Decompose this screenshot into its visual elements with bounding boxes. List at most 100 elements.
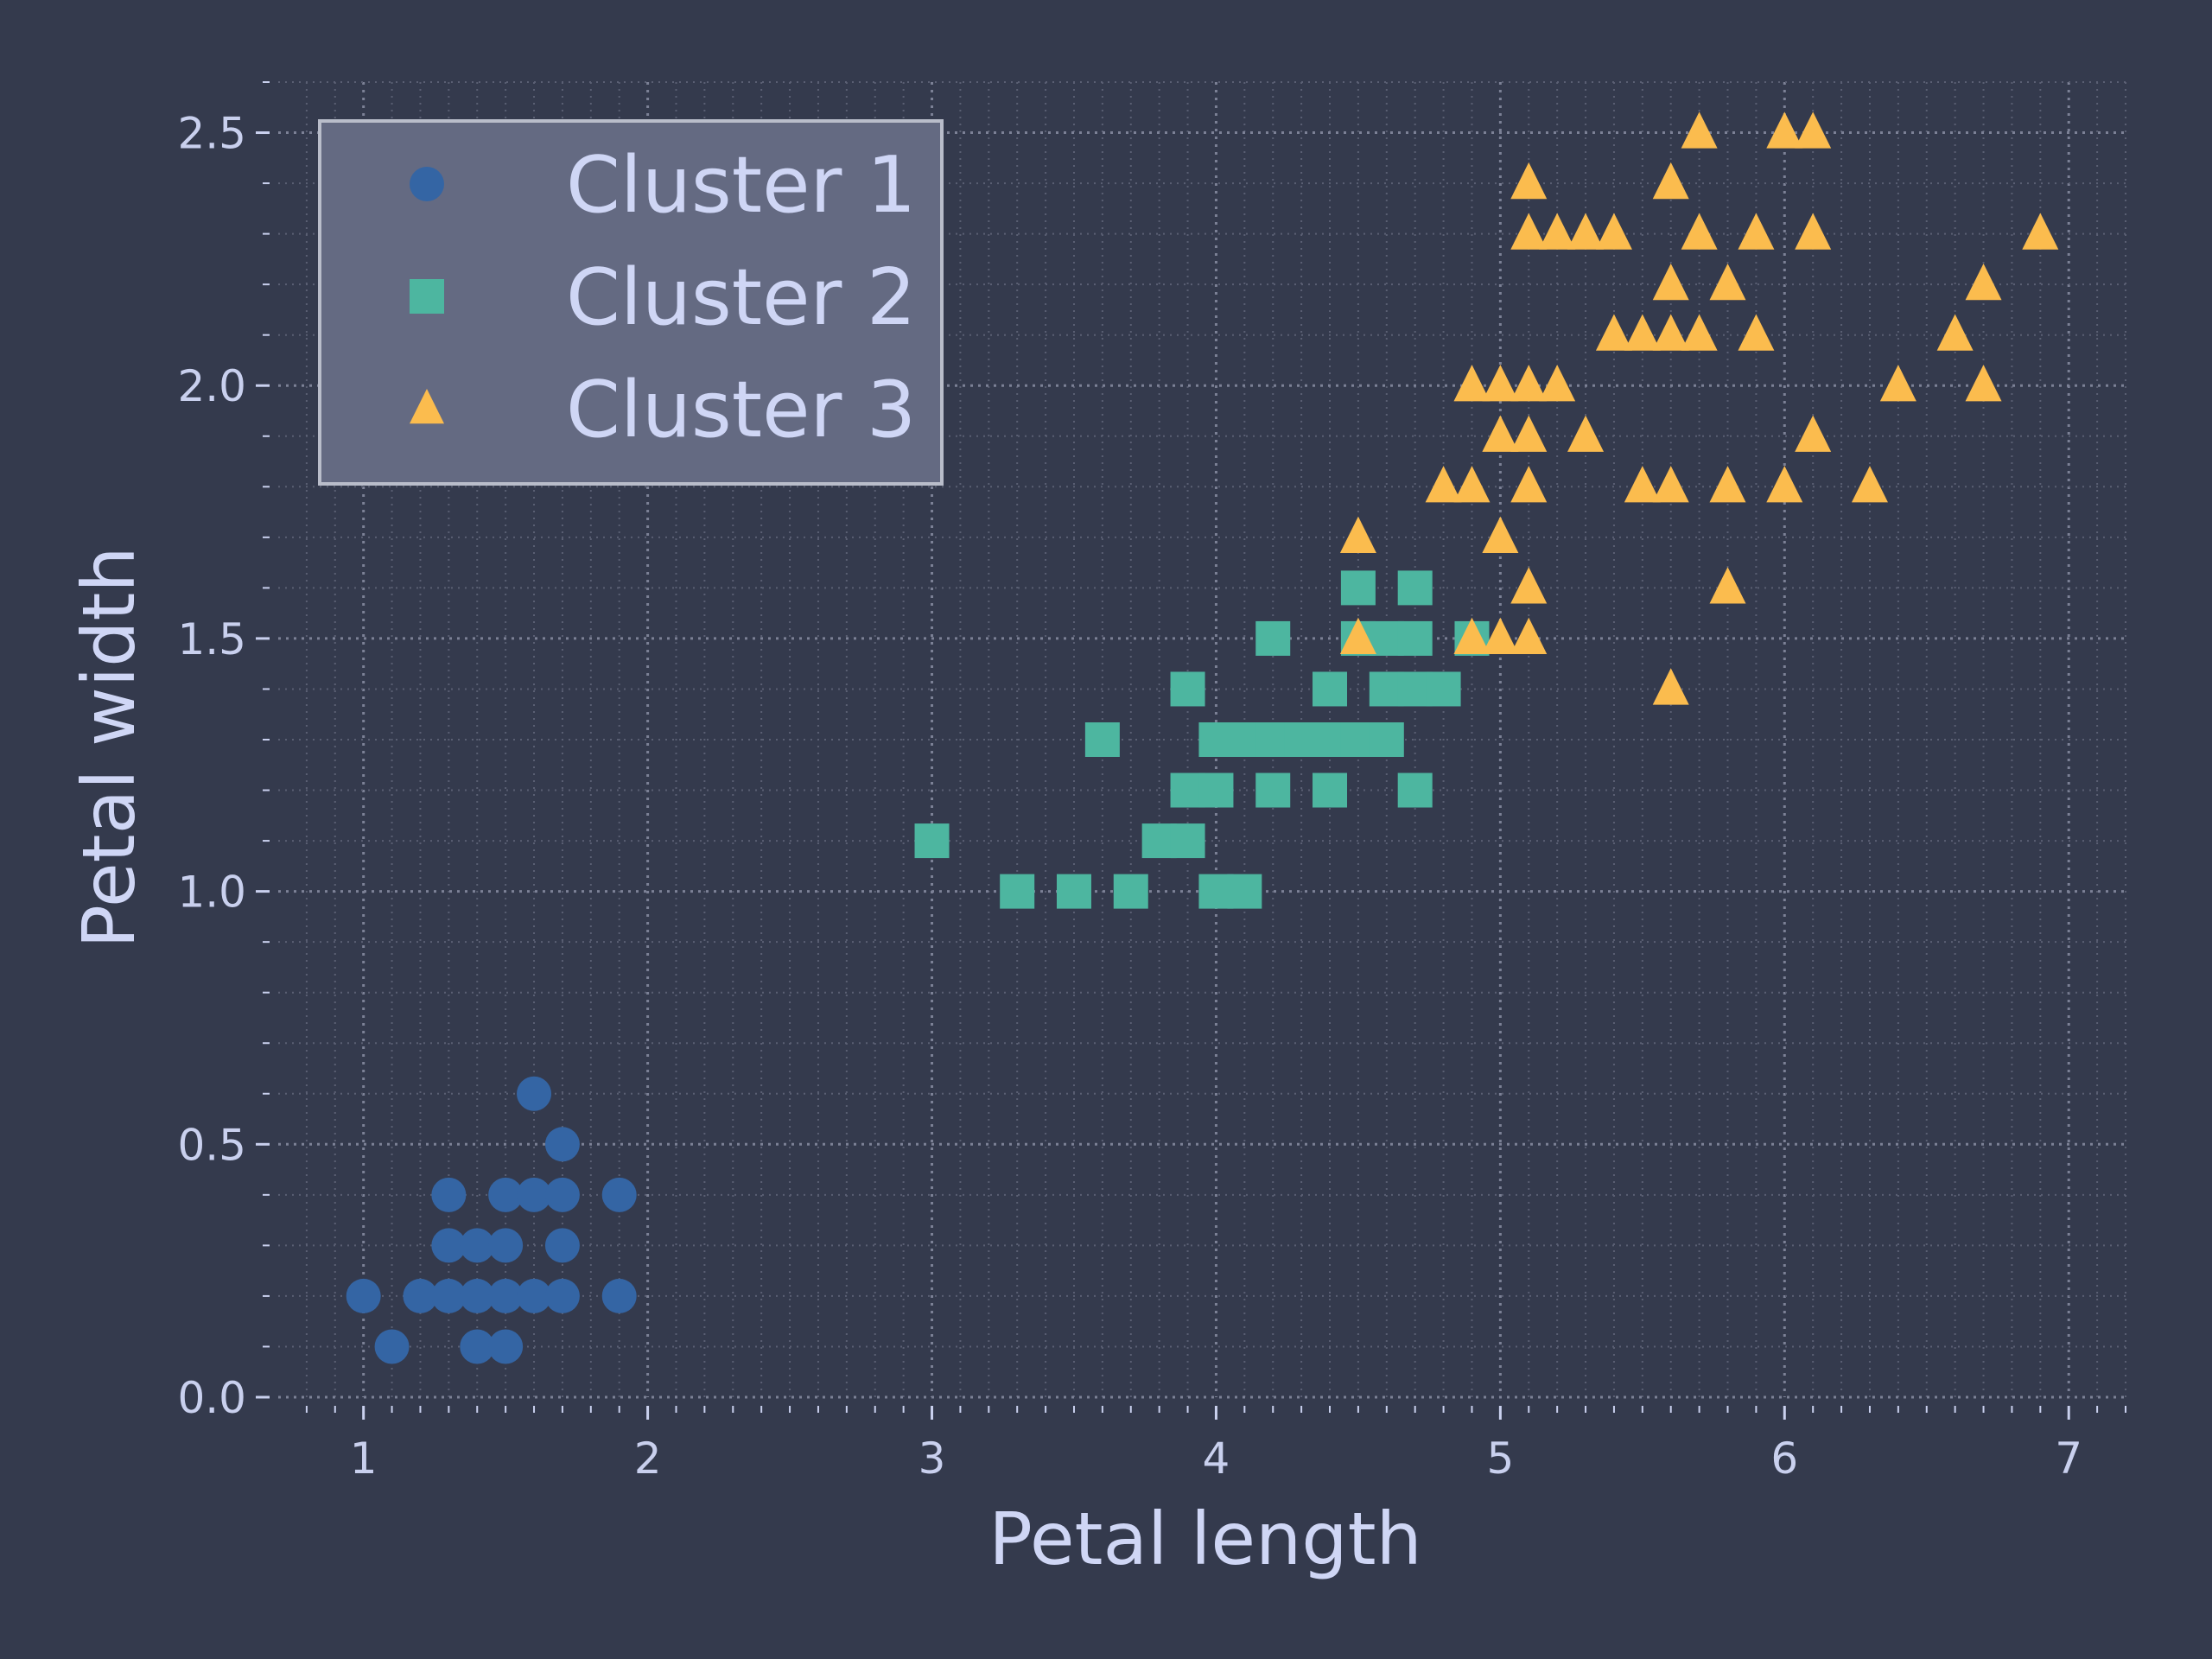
point-cluster-2 bbox=[1000, 874, 1035, 909]
point-cluster-1 bbox=[517, 1177, 552, 1212]
point-cluster-2 bbox=[914, 823, 950, 859]
y-tick-label: 1.5 bbox=[177, 614, 246, 664]
point-cluster-3 bbox=[1510, 415, 1548, 452]
point-cluster-1 bbox=[544, 1278, 580, 1313]
point-cluster-3 bbox=[2022, 213, 2059, 250]
point-cluster-3 bbox=[1681, 314, 1718, 351]
y-tick-label: 2.5 bbox=[177, 109, 246, 159]
point-cluster-1 bbox=[488, 1278, 524, 1313]
point-cluster-3 bbox=[1425, 466, 1462, 503]
point-cluster-3 bbox=[1339, 617, 1376, 655]
point-cluster-1 bbox=[431, 1228, 467, 1263]
point-cluster-3 bbox=[1795, 415, 1832, 452]
point-cluster-3 bbox=[1652, 264, 1689, 301]
point-cluster-3 bbox=[1652, 314, 1689, 351]
point-cluster-3 bbox=[1709, 567, 1746, 604]
point-cluster-1 bbox=[460, 1329, 495, 1364]
point-cluster-3 bbox=[1482, 617, 1519, 655]
point-cluster-3 bbox=[1510, 365, 1548, 402]
point-cluster-1 bbox=[544, 1177, 580, 1212]
point-cluster-3 bbox=[1482, 365, 1519, 402]
point-cluster-3 bbox=[1510, 213, 1548, 250]
point-cluster-3 bbox=[1766, 111, 1803, 149]
legend-label-cluster-1: Cluster 1 bbox=[566, 140, 916, 231]
legend: Cluster 1 Cluster 2 Cluster 3 bbox=[318, 119, 944, 486]
point-cluster-2 bbox=[1369, 722, 1404, 757]
point-cluster-3 bbox=[1510, 617, 1548, 655]
point-cluster-3 bbox=[1652, 466, 1689, 503]
point-cluster-3 bbox=[1339, 516, 1376, 553]
point-cluster-2 bbox=[1313, 671, 1348, 707]
axes: 1 2 3 4 5 6 7 0.0 0.5 1.0 1.5 2.0 2.5 bbox=[177, 81, 2126, 1484]
point-cluster-3 bbox=[1766, 466, 1803, 503]
y-tick-label: 1.0 bbox=[177, 868, 246, 918]
y-tick-label: 0.0 bbox=[177, 1373, 246, 1423]
point-cluster-3 bbox=[1539, 365, 1576, 402]
legend-marker-cluster-1 bbox=[410, 167, 444, 201]
point-cluster-1 bbox=[460, 1278, 495, 1313]
point-cluster-3 bbox=[1965, 365, 2002, 402]
point-cluster-1 bbox=[431, 1177, 467, 1212]
point-cluster-3 bbox=[1510, 162, 1548, 200]
point-cluster-2 bbox=[1397, 620, 1433, 656]
point-cluster-3 bbox=[1738, 314, 1775, 351]
y-axis-title: Petal width bbox=[67, 546, 151, 948]
point-cluster-1 bbox=[517, 1076, 552, 1111]
point-cluster-1 bbox=[544, 1228, 580, 1263]
x-tick-label: 3 bbox=[918, 1433, 946, 1484]
point-cluster-1 bbox=[346, 1278, 381, 1313]
point-cluster-3 bbox=[1681, 111, 1718, 149]
point-cluster-2 bbox=[1397, 772, 1433, 808]
point-cluster-3 bbox=[1965, 264, 2002, 301]
point-cluster-2 bbox=[1198, 772, 1234, 808]
point-cluster-2 bbox=[1227, 874, 1262, 909]
x-tick-label: 7 bbox=[2055, 1433, 2082, 1484]
point-cluster-1 bbox=[431, 1278, 467, 1313]
legend-marker-cluster-3 bbox=[410, 389, 444, 424]
point-cluster-2 bbox=[1255, 620, 1291, 656]
point-cluster-1 bbox=[544, 1127, 580, 1162]
legend-label-cluster-3: Cluster 3 bbox=[566, 365, 916, 455]
point-cluster-1 bbox=[601, 1177, 637, 1212]
point-cluster-2 bbox=[1255, 772, 1291, 808]
point-cluster-1 bbox=[403, 1278, 438, 1313]
point-cluster-3 bbox=[1624, 314, 1661, 351]
point-cluster-1 bbox=[460, 1228, 495, 1263]
point-cluster-2 bbox=[1170, 823, 1205, 859]
point-cluster-3 bbox=[1851, 466, 1888, 503]
y-tick-label: 2.0 bbox=[177, 361, 246, 411]
point-cluster-3 bbox=[1453, 466, 1491, 503]
point-cluster-2 bbox=[1340, 570, 1376, 606]
point-cluster-3 bbox=[1795, 111, 1832, 149]
point-cluster-3 bbox=[1482, 516, 1519, 553]
point-cluster-3 bbox=[1652, 668, 1689, 705]
point-cluster-2 bbox=[1056, 874, 1091, 909]
point-cluster-3 bbox=[1624, 466, 1661, 503]
point-cluster-3 bbox=[1510, 567, 1548, 604]
point-cluster-2 bbox=[1313, 772, 1348, 808]
point-cluster-3 bbox=[1936, 314, 1974, 351]
point-cluster-3 bbox=[1567, 213, 1605, 250]
point-cluster-3 bbox=[1709, 264, 1746, 301]
point-cluster-2 bbox=[1113, 874, 1148, 909]
point-cluster-1 bbox=[488, 1329, 524, 1364]
point-cluster-3 bbox=[1482, 415, 1519, 452]
x-tick-label: 6 bbox=[1770, 1433, 1798, 1484]
x-tick-label: 1 bbox=[350, 1433, 378, 1484]
point-cluster-3 bbox=[1595, 213, 1632, 250]
legend-marker-cluster-2 bbox=[410, 279, 444, 314]
x-tick-label: 5 bbox=[1486, 1433, 1514, 1484]
point-cluster-2 bbox=[1426, 671, 1461, 707]
point-cluster-2 bbox=[1170, 671, 1205, 707]
point-cluster-3 bbox=[1738, 213, 1775, 250]
x-axis-title: Petal length bbox=[988, 1497, 1422, 1581]
point-cluster-1 bbox=[374, 1329, 410, 1364]
point-cluster-1 bbox=[601, 1278, 637, 1313]
point-cluster-3 bbox=[1681, 213, 1718, 250]
point-cluster-3 bbox=[1510, 466, 1548, 503]
point-cluster-2 bbox=[1084, 722, 1120, 757]
data-points bbox=[346, 111, 2059, 1364]
point-cluster-3 bbox=[1709, 466, 1746, 503]
point-cluster-3 bbox=[1453, 617, 1491, 655]
